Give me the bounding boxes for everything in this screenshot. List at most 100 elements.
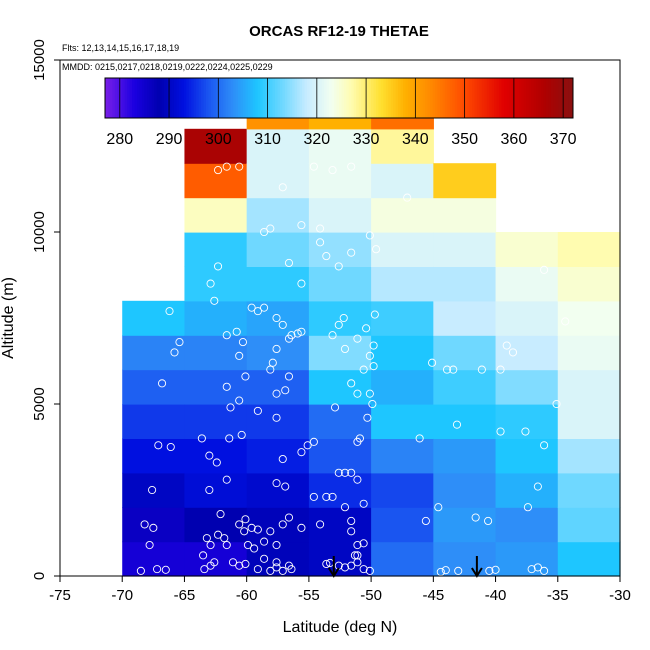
colorbar-swatch — [570, 78, 574, 118]
heatmap-cell — [557, 404, 621, 439]
colorbar-swatch — [137, 78, 140, 118]
sample-point — [477, 365, 486, 374]
heatmap-cell — [433, 300, 497, 336]
colorbar-swatch — [489, 78, 493, 118]
colorbar-swatch — [324, 78, 328, 118]
colorbar-swatch — [198, 78, 202, 118]
colorbar-swatch — [479, 78, 483, 118]
sample-point — [278, 520, 287, 529]
heatmap-cell — [308, 163, 372, 199]
heatmap-cell — [371, 128, 434, 164]
colorbar-swatch — [435, 78, 439, 118]
heatmap-cell — [495, 541, 559, 577]
heatmap-cell — [246, 369, 310, 405]
colorbar-swatch — [511, 78, 515, 118]
colorbar-tick-label: 300 — [205, 131, 232, 148]
colorbar-swatch — [297, 78, 301, 118]
colorbar-swatch — [284, 78, 288, 118]
colorbar-tick-label: 330 — [353, 131, 380, 148]
sample-point — [328, 331, 337, 340]
colorbar-swatch — [267, 78, 271, 118]
colorbar-swatch — [393, 78, 397, 118]
colorbar-swatch — [543, 78, 547, 118]
sample-point — [272, 558, 281, 567]
sample-point — [240, 527, 249, 536]
sample-point — [206, 540, 215, 550]
sample-point — [365, 389, 374, 398]
colorbar-swatch — [250, 78, 254, 118]
heatmap-cell — [433, 266, 497, 302]
heatmap-cell — [495, 300, 559, 336]
sample-point — [328, 166, 337, 175]
colorbar-swatch — [447, 78, 451, 118]
colorbar-swatch — [358, 78, 362, 118]
sample-point — [213, 166, 223, 175]
sample-point — [328, 492, 337, 501]
colorbar-swatch — [371, 78, 374, 118]
sample-point — [540, 441, 549, 450]
heatmap-cell — [308, 128, 372, 164]
sample-point — [365, 351, 374, 360]
sample-point — [491, 565, 500, 574]
heatmap-cell — [371, 472, 434, 508]
sample-point — [260, 303, 269, 312]
sample-point — [253, 525, 262, 534]
heatmap-cell — [122, 472, 186, 508]
colorbar-swatch — [129, 78, 133, 118]
sample-point — [278, 320, 287, 329]
colorbar-swatch — [247, 78, 251, 118]
sample-point — [502, 341, 511, 350]
colorbar-swatch — [289, 78, 293, 118]
heatmap-cell — [246, 232, 310, 267]
sample-point — [340, 468, 350, 477]
y-tick-label: 10000 — [31, 211, 48, 253]
colorbar-swatch — [213, 78, 217, 118]
sample-point — [454, 566, 463, 575]
heatmap-cell — [371, 335, 434, 371]
sample-point — [272, 479, 281, 488]
colorbar-swatch — [536, 78, 540, 118]
heatmap-cell — [433, 163, 497, 199]
sample-point — [241, 559, 250, 569]
colorbar-swatch — [499, 78, 503, 118]
colorbar-swatch — [425, 78, 429, 118]
sample-point — [297, 448, 306, 457]
sample-point — [340, 503, 350, 512]
heatmap-cell — [122, 369, 186, 405]
heatmap-cell — [308, 369, 372, 405]
colorbar-swatch — [220, 78, 224, 118]
heatmap-cell — [308, 507, 372, 543]
sample-point — [253, 307, 262, 316]
colorbar-swatch — [548, 78, 552, 118]
heatmap-cell — [246, 472, 310, 508]
heatmap-cell — [495, 507, 559, 543]
heatmap-cell — [557, 300, 621, 336]
colorbar-tick-label: 370 — [550, 131, 577, 148]
colorbar-swatch — [351, 78, 355, 118]
sample-point — [212, 458, 221, 467]
colorbar-swatch — [484, 78, 488, 118]
colorbar-swatch — [311, 78, 315, 118]
heatmap-cell — [122, 300, 186, 336]
colorbar-swatch — [531, 78, 535, 118]
sample-point — [222, 331, 231, 340]
sample-point — [415, 434, 424, 443]
colorbar-tick-label: 290 — [156, 131, 183, 148]
sample-point — [237, 430, 246, 440]
heatmap-cell — [371, 507, 434, 543]
colorbar-swatch — [361, 78, 365, 118]
sample-point — [428, 358, 437, 367]
sample-point — [334, 262, 343, 271]
sample-point — [365, 231, 374, 240]
sample-point — [148, 485, 157, 495]
colorbar-tick-label: 310 — [254, 131, 281, 148]
sample-point — [222, 540, 231, 550]
colorbar-swatch — [171, 78, 175, 118]
heatmap-cell — [308, 232, 372, 267]
sample-point — [157, 379, 167, 388]
colorbar-swatch — [385, 78, 389, 118]
sample-point — [228, 558, 238, 567]
sample-point — [365, 566, 374, 575]
sample-point — [235, 520, 244, 529]
sample-point — [540, 566, 549, 575]
